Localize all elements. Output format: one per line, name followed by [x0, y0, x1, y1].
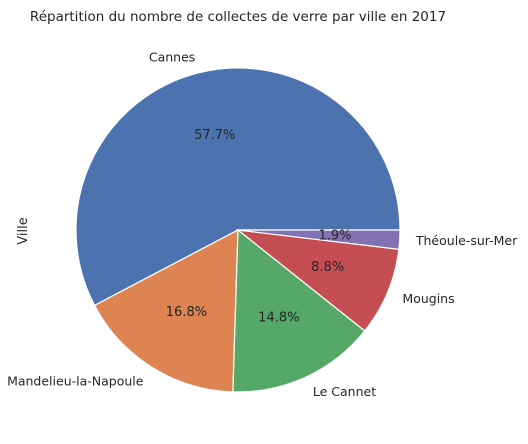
- percent-label-4: 1.9%: [319, 228, 352, 243]
- percent-label-3: 8.8%: [311, 260, 344, 275]
- percent-label-0: 57.7%: [194, 128, 235, 143]
- y-axis-label: Ville: [16, 217, 31, 244]
- percent-label-2: 14.8%: [258, 311, 299, 326]
- category-label-2: Le Cannet: [313, 384, 376, 399]
- percent-label-1: 16.8%: [166, 305, 207, 320]
- chart-title: Répartition du nombre de collectes de ve…: [30, 9, 446, 25]
- category-label-3: Mougins: [402, 291, 454, 306]
- category-label-4: Théoule-sur-Mer: [415, 233, 518, 248]
- category-label-1: Mandelieu-la-Napoule: [7, 374, 144, 389]
- category-label-0: Cannes: [149, 49, 195, 64]
